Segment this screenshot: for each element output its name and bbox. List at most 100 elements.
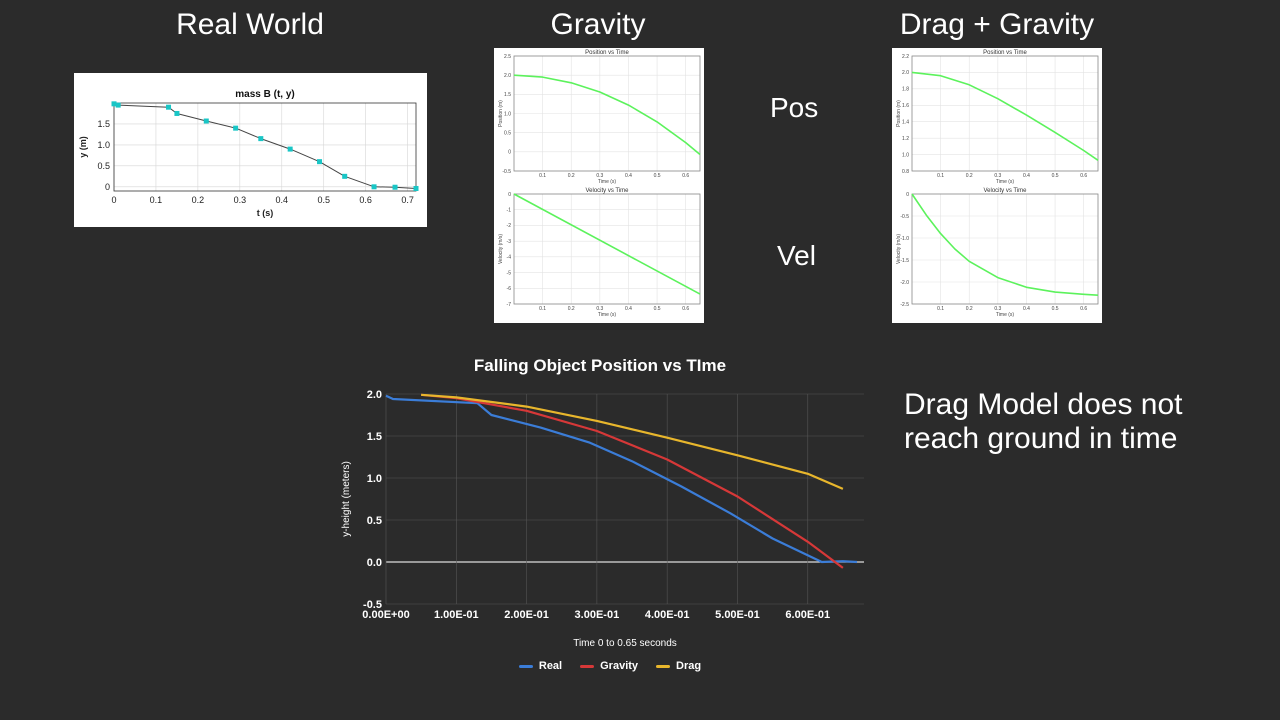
gravity-velocity-y-tick-label: 0 [508,192,511,198]
drag-position-y-tick-label: 1.4 [902,119,909,125]
drag-position-x-tick-label: 0.2 [966,173,973,179]
legend-drag-swatch [656,664,671,668]
drag-position-x-tick-label: 0.3 [994,173,1001,179]
real-world-x-tick-label: 0.4 [276,195,289,205]
gravity-velocity-y-tick-label: -1 [507,207,512,213]
real-world-chart: 0 0.5 1.0 1.5 0 0.1 0.2 0.3 0.4 0.5 0.6 0.7 mass B (… [78,89,419,218]
gravity-position-x-tick-label: 0.4 [625,173,632,179]
gravity-position-y-tick-label: 0.5 [504,130,511,136]
real-world-data-point [413,185,419,191]
real-world-title: Real World [176,8,324,41]
real-world-data-point [203,118,209,124]
gravity-position-y-tick-label: 0 [508,150,511,156]
gravity-velocity-x-tick-label: 0.6 [682,306,689,312]
real-world-y-tick-label: 0 [105,182,110,192]
gravity-velocity-title: Velocity vs Time [585,188,629,194]
falling-object-x-tick-label: 2.00E-01 [504,609,549,621]
gravity-position-x-tick-label: 0.1 [539,173,546,179]
drag-position-series-line-main [911,71,1099,161]
falling-object-y-tick-label: 2.0 [367,389,382,401]
real-world-data-point [392,184,398,190]
gravity-position-y-tick-label: 1.5 [504,92,511,98]
real-world-title: mass B (t, y) [235,89,294,100]
gravity-velocity-x-tick-label: 0.1 [539,306,546,312]
gravity-position-frame [513,55,701,172]
drag-velocity-y-axis-label: Velocity (m/s) [896,234,902,264]
falling-chart-title: Falling Object Position vs TIme [473,356,727,375]
drag-position-y-tick-label: 2.0 [902,70,909,76]
gravity-velocity-x-tick-label: 0.4 [625,306,632,312]
falling-object-y-tick-label: 1.0 [367,473,382,485]
real-world-x-tick-label: 0.6 [359,195,372,205]
falling-object-series-line-drag [421,393,844,490]
drag-velocity-title: Velocity vs Time [983,188,1027,194]
drag-velocity-x-tick-label: 0.1 [937,306,944,312]
real-world-x-tick-label: 0.5 [317,195,330,205]
falling-object-x-tick-label: 1.00E-01 [434,609,479,621]
gravity-velocity-x-tick-label: 0.3 [596,306,603,312]
drag-position-y-axis-label: Position (m) [896,100,902,127]
legend-drag-label: Drag [676,660,702,672]
drag-velocity-y-tick-label: -1.5 [900,258,909,264]
drag-velocity-frame [911,193,1099,305]
gravity-velocity-y-tick-label: -6 [507,286,512,292]
vel-row-label: Vel [777,240,816,271]
drag-position-y-tick-label: 0.8 [902,169,909,175]
real-world-y-axis-label: y (m) [78,136,88,158]
drag-velocity-x-tick-label: 0.5 [1052,306,1059,312]
drag-velocity-series-line-main [911,193,1099,296]
drag-position-frame [911,55,1099,172]
gravity-position-x-tick-label: 0.2 [568,173,575,179]
falling-object-x-axis-label: Time 0 to 0.65 seconds [573,638,677,649]
drag-velocity-y-tick-label: -0.5 [900,214,909,220]
real-world-data-point [258,136,264,142]
drag-position-y-tick-label: 1.8 [902,87,909,93]
legend-real: Real [518,660,562,672]
falling-object-y-tick-label: 1.5 [367,431,382,443]
real-world-y-tick-label: 1.0 [97,140,110,150]
gravity-position-x-tick-label: 0.3 [596,173,603,179]
real-world-data-point [111,101,117,107]
real-world-x-tick-label: 0.7 [401,195,414,205]
gravity-position-x-axis-label: Time (s) [598,179,616,185]
drag-position-plot-area [912,56,1098,171]
gravity-panel: -0.5 0 0.5 1.0 1.5 2.0 2.5 0.1 0.2 0.3 0.4 0.5 0.6 Po… [494,48,704,323]
gravity-velocity-y-tick-label: -4 [507,255,512,261]
legend-gravity-label: Gravity [600,660,639,672]
gravity-title: Gravity [550,8,646,41]
real-world-data-point [371,184,377,190]
drag-velocity-plot-area [912,194,1098,304]
legend-drag: Drag [656,660,701,672]
falling-object-x-tick-label: 0.00E+00 [362,609,409,621]
drag-velocity-y-tick-label: 0 [906,192,909,198]
gravity-position-y-tick-label: -0.5 [502,169,511,175]
real-world-data-point [233,125,239,131]
real-world-x-tick-label: 0 [111,195,116,205]
real-world-x-tick-label: 0.2 [192,195,205,205]
pos-row-label: Pos [770,92,819,123]
real-world-data-point [115,102,121,108]
drag-velocity-x-axis-label: Time (s) [996,312,1014,318]
falling-object-x-tick-label: 6.00E-01 [785,609,830,621]
falling-object-chart: -0.5 0.0 0.5 1.0 1.5 2.0 0.00E+00 1.00E-01 2.00E… [341,389,864,649]
falling-object-series-line-gravity [420,393,844,569]
gravity-velocity-y-tick-label: -5 [507,270,512,276]
real-world-y-tick-label: 1.5 [97,119,110,129]
drag-velocity-x-tick-label: 0.4 [1023,306,1030,312]
real-world-data-point [166,104,172,110]
real-world-frame [113,102,417,192]
legend-gravity-swatch [580,664,595,668]
drag-position-y-tick-label: 1.2 [902,136,909,142]
drag-model-note: Drag Model does not reach ground in time [904,388,1183,455]
gravity-position-y-tick-label: 2.0 [504,73,511,79]
real-world-data-point [317,159,323,165]
gravity-velocity-x-tick-label: 0.2 [568,306,575,312]
gravity-position-series-line-main [513,74,701,156]
falling-object-x-tick-label: 5.00E-01 [715,609,760,621]
falling-object-series-line-real [385,394,858,564]
drag-velocity-x-tick-label: 0.3 [994,306,1001,312]
drag-position-x-tick-label: 0.1 [937,173,944,179]
gravity-velocity-y-tick-label: -7 [507,302,512,308]
gravity-position-y-axis-label: Position (m) [498,100,504,127]
falling-object-y-tick-label: -0.5 [363,599,382,611]
